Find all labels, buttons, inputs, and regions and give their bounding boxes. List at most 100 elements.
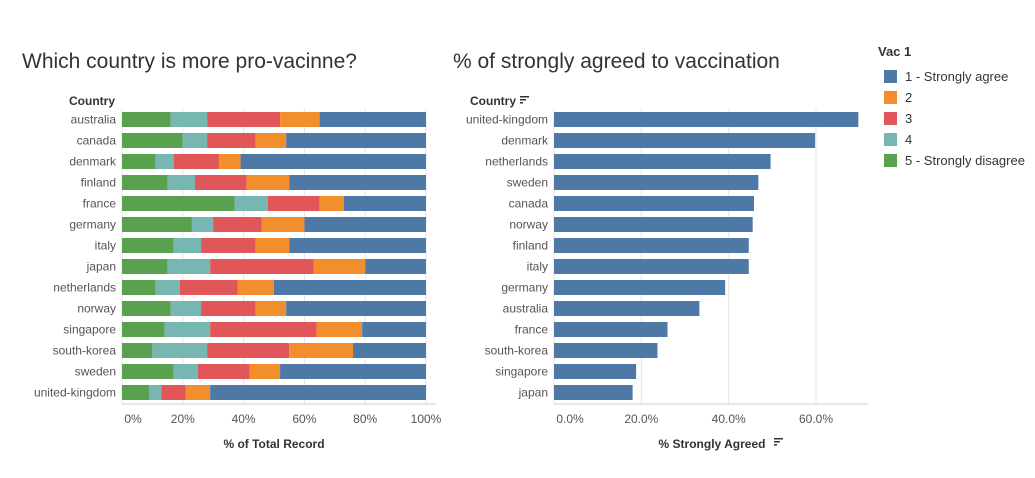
right-bar-south-korea (554, 343, 658, 358)
left-category-label-sweden: sweden (75, 365, 116, 379)
right-row-header: Country (470, 94, 516, 108)
right-category-label-united-kingdom: united-kingdom (466, 113, 548, 127)
legend-label: 5 - Strongly disagree (905, 153, 1025, 168)
right-category-label-sweden: sweden (507, 176, 548, 190)
left-bar-norway-5-strongly-disagree (122, 301, 171, 316)
sort-icon (774, 444, 777, 446)
left-x-tick-label: 40% (232, 412, 256, 426)
left-bar-singapore-4 (164, 322, 211, 337)
left-bar-singapore-1-strongly-agree (362, 322, 426, 337)
left-bar-italy-1-strongly-agree (289, 238, 426, 253)
legend-item-3[interactable]: 3 (878, 108, 1025, 129)
left-row-header: Country (69, 94, 115, 108)
left-bar-denmark-3 (173, 154, 220, 169)
legend-label: 2 (905, 90, 913, 105)
left-bar-france-1-strongly-agree (343, 196, 426, 211)
legend-label: 4 (905, 132, 913, 147)
left-bar-denmark-1-strongly-agree (240, 154, 426, 169)
left-x-tick-label: 80% (353, 412, 377, 426)
left-bar-italy-4 (173, 238, 202, 253)
right-chart-title: % of strongly agreed to vaccination (453, 50, 780, 73)
left-bar-singapore-5-strongly-disagree (122, 322, 165, 337)
left-bar-united-kingdom-2 (185, 385, 211, 400)
left-bar-france-3 (267, 196, 320, 211)
right-x-tick-label: 60.0% (799, 412, 833, 426)
left-bar-netherlands-4 (155, 280, 180, 295)
legend-item-strongly-disagree[interactable]: 5 - Strongly disagree (878, 150, 1025, 171)
sort-icon (774, 441, 780, 443)
left-bar-netherlands-2 (237, 280, 274, 295)
left-category-label-italy: italy (95, 239, 116, 253)
left-bar-south-korea-1-strongly-agree (353, 343, 426, 358)
left-category-label-south-korea: south-korea (53, 344, 117, 358)
legend-item-strongly-agree[interactable]: 1 - Strongly agree (878, 66, 1025, 87)
legend-swatch (884, 154, 897, 167)
left-bar-canada-3 (207, 133, 256, 148)
right-x-tick-label: 40.0% (712, 412, 746, 426)
left-bar-australia-1-strongly-agree (319, 112, 426, 127)
left-bar-sweden-1-strongly-agree (280, 364, 426, 379)
left-bar-netherlands-3 (179, 280, 238, 295)
left-bar-denmark-2 (219, 154, 241, 169)
right-bar-denmark (554, 133, 816, 148)
left-bar-netherlands-5-strongly-disagree (122, 280, 156, 295)
legend-title: Vac 1 (878, 44, 912, 59)
left-bar-germany-3 (213, 217, 262, 232)
left-bar-canada-1-strongly-agree (286, 133, 426, 148)
right-x-axis-title: % Strongly Agreed (659, 437, 766, 451)
left-bar-netherlands-1-strongly-agree (274, 280, 426, 295)
left-bar-sweden-2 (249, 364, 281, 379)
right-category-label-south-korea: south-korea (485, 344, 549, 358)
left-bar-singapore-2 (316, 322, 363, 337)
right-bar-norway (554, 217, 753, 232)
left-category-label-united-kingdom: united-kingdom (34, 386, 116, 400)
legend-item-2[interactable]: 2 (878, 87, 1025, 108)
right-category-label-australia: australia (503, 302, 549, 316)
left-bar-singapore-3 (210, 322, 317, 337)
legend: Vac 1 1 - Strongly agree 2 3 4 5 - Stron… (878, 44, 1025, 171)
left-bar-norway-4 (170, 301, 202, 316)
left-bar-south-korea-3 (207, 343, 290, 358)
left-bar-germany-1-strongly-agree (304, 217, 426, 232)
left-bar-finland-1-strongly-agree (289, 175, 426, 190)
left-bar-denmark-4 (155, 154, 174, 169)
left-bar-australia-2 (280, 112, 320, 127)
left-category-label-france: france (83, 197, 117, 211)
left-bar-finland-2 (246, 175, 290, 190)
right-bar-united-kingdom (554, 112, 859, 127)
left-bar-france-2 (319, 196, 344, 211)
left-bar-sweden-5-strongly-disagree (122, 364, 174, 379)
right-bar-australia (554, 301, 700, 316)
legend-label: 1 - Strongly agree (905, 69, 1009, 84)
left-bar-germany-5-strongly-disagree (122, 217, 192, 232)
left-category-label-netherlands: netherlands (53, 281, 116, 295)
left-bar-south-korea-2 (289, 343, 354, 358)
left-category-label-germany: germany (69, 218, 116, 232)
legend-item-4[interactable]: 4 (878, 129, 1025, 150)
right-bar-canada (554, 196, 754, 211)
left-chart-title: Which country is more pro-vacinne? (22, 50, 357, 73)
left-category-label-australia: australia (71, 113, 117, 127)
left-bar-japan-4 (167, 259, 211, 274)
right-bar-germany (554, 280, 726, 295)
left-bar-japan-2 (313, 259, 366, 274)
left-bar-italy-2 (255, 238, 290, 253)
right-bar-netherlands (554, 154, 771, 169)
right-category-label-finland: finland (513, 239, 548, 253)
left-bar-canada-4 (182, 133, 208, 148)
left-bar-australia-3 (207, 112, 281, 127)
left-bar-italy-3 (201, 238, 256, 253)
left-bar-france-4 (234, 196, 268, 211)
right-x-tick-label: 0.0% (556, 412, 584, 426)
left-bar-canada-5-strongly-disagree (122, 133, 183, 148)
left-bar-japan-5-strongly-disagree (122, 259, 168, 274)
right-category-label-netherlands: netherlands (485, 155, 548, 169)
left-x-axis-title: % of Total Record (223, 437, 324, 451)
left-bar-germany-2 (261, 217, 305, 232)
left-bar-united-kingdom-3 (161, 385, 186, 400)
sort-icon (520, 99, 526, 101)
legend-label: 3 (905, 111, 913, 126)
left-category-label-denmark: denmark (69, 155, 117, 169)
legend-swatch (884, 133, 897, 146)
left-bar-australia-4 (170, 112, 208, 127)
